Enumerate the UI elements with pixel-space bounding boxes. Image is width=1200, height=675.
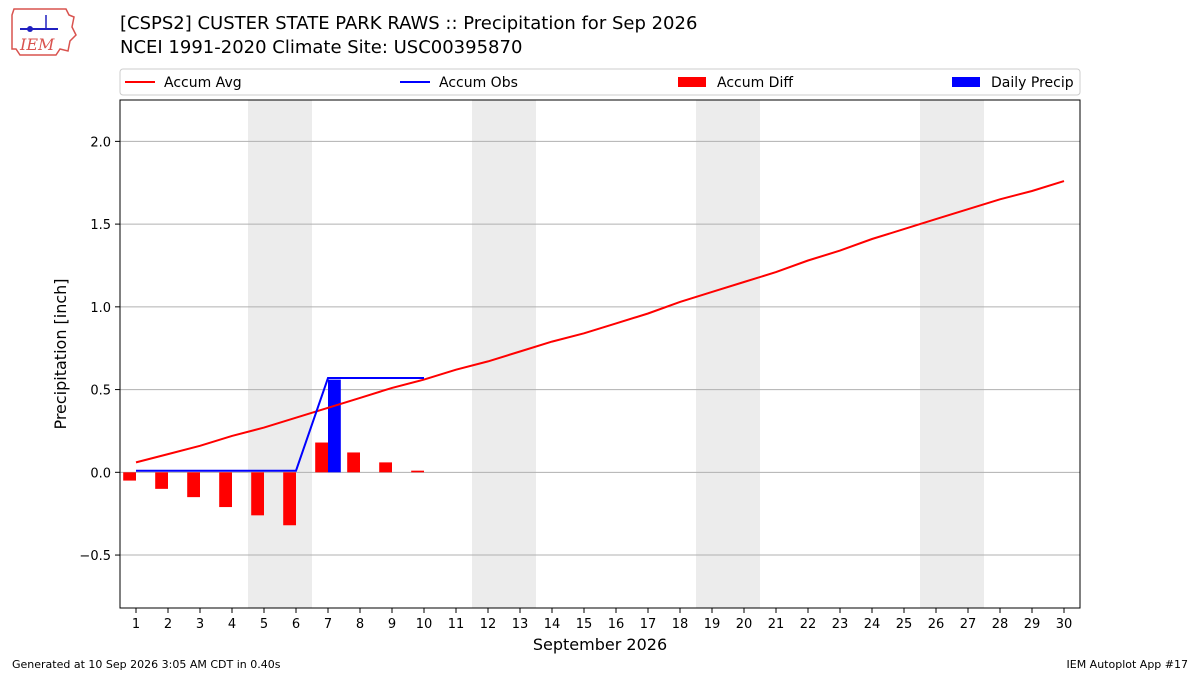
legend-bar-swatch	[952, 77, 980, 87]
x-tick-label: 10	[416, 617, 433, 632]
iem-logo-graphic: IEM	[11, 8, 77, 56]
lines-layer	[135, 180, 1065, 472]
weekend-shade	[472, 100, 536, 608]
accum-diff-bar	[155, 472, 168, 489]
x-tick-label: 22	[800, 617, 817, 632]
x-tick-label: 25	[896, 617, 913, 632]
footer-generated-text: Generated at 10 Sep 2026 3:05 AM CDT in …	[12, 658, 281, 671]
bars-layer	[123, 379, 424, 526]
accum-diff-bar	[219, 472, 232, 508]
y-axis-label: Precipitation [inch]	[51, 278, 70, 429]
x-tick-label: 21	[768, 617, 785, 632]
iem-logo: IEM	[6, 5, 82, 59]
footer-app-text: IEM Autoplot App #17	[1066, 658, 1189, 671]
x-tick-label: 8	[356, 617, 364, 632]
accum-obs-line	[136, 377, 424, 472]
weekend-shade	[696, 100, 760, 608]
x-tick-label: 26	[928, 617, 945, 632]
x-tick-label: 2	[164, 617, 172, 632]
y-tick-label: −0.5	[79, 549, 111, 564]
y-axis: −0.5 0.0 0.5 1.0 1.5 2.0	[79, 135, 120, 564]
accum-diff-bar	[379, 462, 392, 473]
x-tick-label: 19	[704, 617, 721, 632]
y-tick-label: 1.5	[90, 218, 111, 233]
x-axis-label: September 2026	[533, 635, 667, 654]
x-tick-label: 7	[324, 617, 332, 632]
weekend-shading-layer	[248, 100, 984, 608]
x-tick-label: 20	[736, 617, 753, 632]
x-tick-label: 14	[544, 617, 561, 632]
x-tick-label: 23	[832, 617, 849, 632]
iowa-outline-shape	[11, 8, 77, 56]
accum-avg-line	[135, 180, 1065, 464]
logo-text: IEM	[19, 35, 55, 54]
legend-label: Accum Avg	[164, 75, 242, 91]
legend-bar-swatch	[678, 77, 706, 87]
x-tick-label: 12	[480, 617, 497, 632]
x-tick-label: 15	[576, 617, 593, 632]
accum-diff-bar	[251, 472, 264, 516]
legend-frame	[119, 68, 1081, 96]
legend-label: Daily Precip	[991, 75, 1074, 91]
x-tick-label: 5	[260, 617, 268, 632]
accum-diff-bar	[123, 472, 136, 481]
x-tick-label: 1	[132, 617, 140, 632]
accum-diff-bar	[347, 452, 360, 473]
x-tick-label: 11	[448, 617, 465, 632]
legend: Accum Avg Accum Obs Accum Diff Daily Precip	[119, 68, 1081, 96]
accum-diff-bar	[315, 442, 328, 473]
legend-label: Accum Diff	[717, 75, 793, 91]
accum-diff-bar	[187, 472, 200, 498]
x-axis: 1 2 3 4 5 6 7 8 9 10 11 12 13 14 15 16 17 18 19 20 21 22 23 24 2…	[132, 608, 1072, 632]
legend-label: Accum Obs	[439, 75, 518, 91]
chart-subtitle: NCEI 1991-2020 Climate Site: USC00395870	[120, 37, 523, 58]
y-tick-label: 0.5	[90, 384, 111, 399]
x-tick-label: 17	[640, 617, 657, 632]
x-tick-label: 3	[196, 617, 204, 632]
x-tick-label: 9	[388, 617, 396, 632]
x-tick-label: 24	[864, 617, 881, 632]
y-tick-label: 1.0	[90, 301, 111, 316]
weekend-shade	[920, 100, 984, 608]
x-tick-label: 6	[292, 617, 300, 632]
x-tick-label: 29	[1024, 617, 1041, 632]
weekend-shade	[248, 100, 312, 608]
accum-diff-bar	[283, 472, 296, 526]
y-tick-label: 2.0	[90, 135, 111, 150]
x-tick-label: 28	[992, 617, 1009, 632]
x-tick-label: 27	[960, 617, 977, 632]
accum-diff-bar	[411, 470, 424, 473]
chart-title: [CSPS2] CUSTER STATE PARK RAWS :: Precip…	[120, 13, 698, 34]
x-tick-label: 16	[608, 617, 625, 632]
plot-frame	[119, 99, 1081, 609]
logo-dot-shape	[27, 26, 33, 32]
daily-precip-bar	[328, 379, 341, 473]
x-tick-label: 13	[512, 617, 529, 632]
x-tick-label: 30	[1056, 617, 1073, 632]
x-tick-label: 18	[672, 617, 689, 632]
x-tick-label: 4	[228, 617, 236, 632]
y-tick-label: 0.0	[90, 466, 111, 481]
